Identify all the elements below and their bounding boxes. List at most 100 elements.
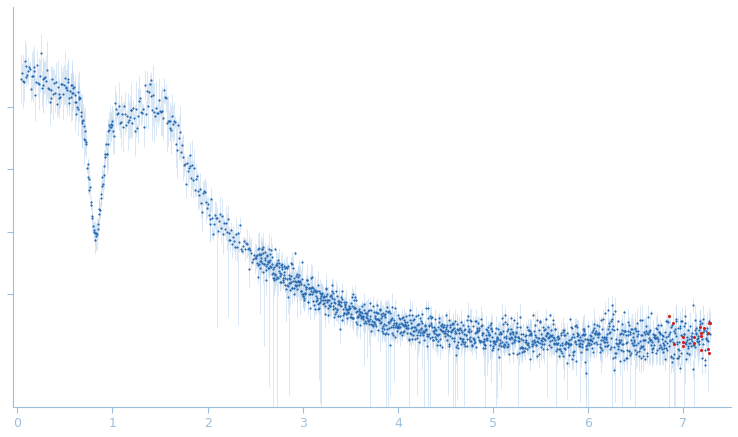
- Point: [410, 336, 421, 343]
- Point: [551, 334, 563, 341]
- Point: [63, 100, 75, 107]
- Point: [391, 324, 403, 331]
- Point: [523, 340, 534, 347]
- Point: [704, 330, 716, 337]
- Point: [624, 351, 635, 358]
- Point: [102, 140, 114, 147]
- Point: [694, 321, 706, 328]
- Point: [68, 85, 80, 92]
- Point: [327, 290, 339, 297]
- Point: [104, 123, 116, 130]
- Point: [165, 124, 176, 131]
- Point: [344, 314, 356, 321]
- Point: [434, 325, 446, 332]
- Point: [303, 299, 314, 306]
- Point: [469, 336, 480, 343]
- Point: [545, 333, 557, 340]
- Point: [128, 114, 140, 121]
- Point: [376, 324, 388, 331]
- Point: [563, 336, 575, 343]
- Point: [367, 322, 379, 329]
- Point: [494, 336, 506, 343]
- Point: [403, 336, 415, 343]
- Point: [576, 341, 588, 348]
- Point: [364, 312, 376, 319]
- Point: [656, 346, 668, 353]
- Point: [619, 328, 631, 335]
- Point: [77, 120, 89, 127]
- Point: [552, 336, 564, 343]
- Point: [556, 340, 568, 347]
- Point: [560, 338, 572, 345]
- Point: [513, 334, 525, 341]
- Point: [46, 75, 58, 82]
- Point: [579, 336, 591, 343]
- Point: [264, 257, 276, 264]
- Point: [517, 344, 528, 351]
- Point: [613, 340, 624, 347]
- Point: [643, 328, 655, 335]
- Point: [431, 332, 443, 339]
- Point: [582, 323, 594, 330]
- Point: [204, 215, 216, 222]
- Point: [405, 319, 417, 326]
- Point: [271, 262, 283, 269]
- Point: [509, 334, 521, 341]
- Point: [652, 322, 663, 329]
- Point: [454, 335, 466, 342]
- Point: [575, 349, 587, 356]
- Point: [604, 318, 616, 325]
- Point: [292, 277, 303, 284]
- Point: [697, 340, 709, 347]
- Point: [444, 332, 456, 339]
- Point: [273, 259, 285, 266]
- Point: [480, 341, 492, 348]
- Point: [500, 333, 512, 340]
- Point: [252, 274, 264, 281]
- Point: [627, 341, 639, 348]
- Point: [55, 94, 66, 101]
- Point: [476, 321, 488, 328]
- Point: [280, 275, 292, 282]
- Point: [54, 90, 66, 97]
- Point: [694, 333, 706, 340]
- Point: [659, 337, 671, 344]
- Point: [555, 332, 567, 339]
- Point: [368, 309, 379, 316]
- Point: [309, 305, 321, 312]
- Point: [430, 316, 441, 323]
- Point: [251, 254, 263, 261]
- Point: [251, 252, 263, 259]
- Point: [378, 325, 390, 332]
- Point: [340, 311, 352, 318]
- Point: [282, 282, 294, 289]
- Point: [530, 333, 542, 340]
- Point: [456, 335, 468, 342]
- Point: [393, 324, 405, 331]
- Point: [213, 218, 225, 225]
- Point: [428, 330, 440, 337]
- Point: [137, 106, 149, 113]
- Point: [121, 113, 133, 120]
- Point: [661, 339, 672, 346]
- Point: [568, 338, 580, 345]
- Point: [32, 79, 44, 86]
- Point: [80, 136, 92, 143]
- Point: [516, 343, 528, 350]
- Point: [461, 343, 473, 350]
- Point: [393, 325, 404, 332]
- Point: [348, 304, 359, 311]
- Point: [311, 300, 323, 307]
- Point: [270, 261, 282, 268]
- Point: [481, 327, 493, 334]
- Point: [86, 198, 97, 205]
- Point: [311, 288, 323, 295]
- Point: [633, 348, 645, 355]
- Point: [457, 336, 469, 343]
- Point: [675, 364, 686, 371]
- Point: [92, 225, 103, 232]
- Point: [573, 343, 585, 350]
- Point: [61, 86, 73, 93]
- Point: [677, 338, 689, 345]
- Point: [687, 341, 699, 348]
